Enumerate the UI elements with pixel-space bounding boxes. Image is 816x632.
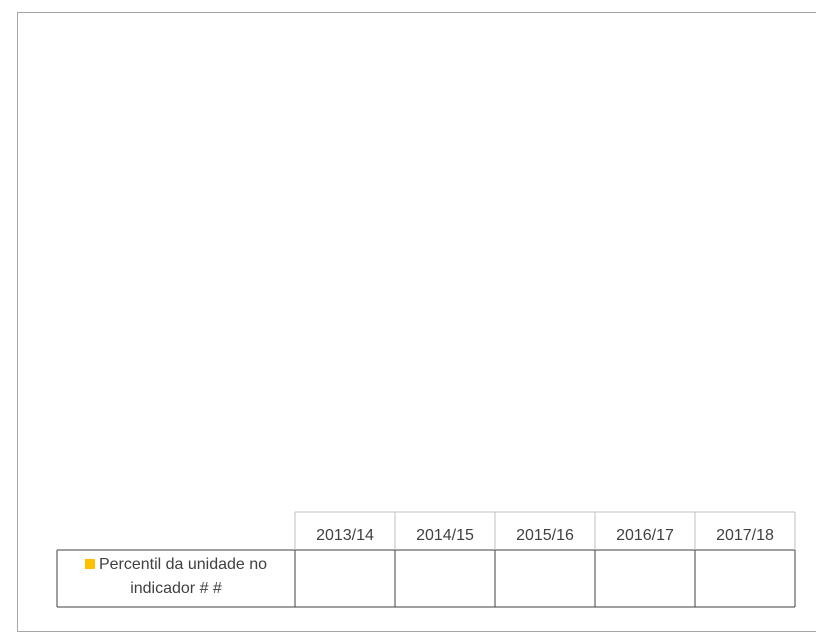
legend-label: Percentil da unidade no indicador # # <box>98 556 268 597</box>
x-tick-label: 2016/17 <box>616 527 674 544</box>
x-tick-label: 2013/14 <box>316 527 374 544</box>
x-tick-label: 2015/16 <box>516 527 574 544</box>
legend-entry: Percentil da unidade no indicador # # <box>60 553 292 601</box>
x-tick-label: 2017/18 <box>716 527 774 544</box>
legend-key <box>84 559 95 569</box>
chart: 2013/14 2014/15 2015/16 2016/17 2017/18 <box>56 511 796 608</box>
x-tick-label: 2014/15 <box>416 527 474 544</box>
page: {"chart_data": {"type": "bar", "categori… <box>17 12 816 632</box>
